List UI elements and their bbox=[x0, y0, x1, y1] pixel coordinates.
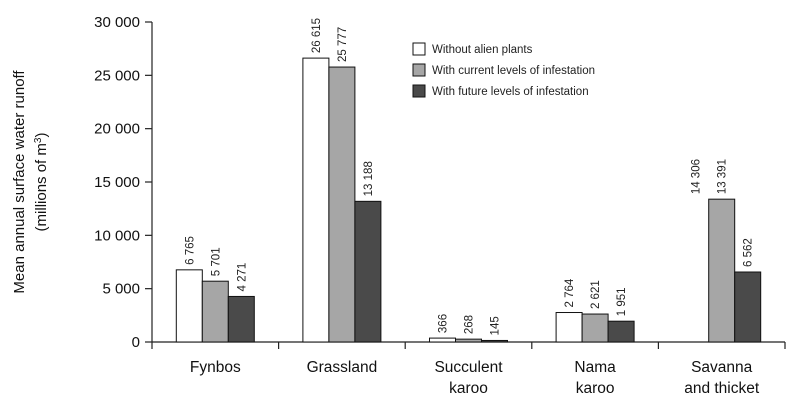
y-tick-label: 25 000 bbox=[94, 67, 140, 84]
bar bbox=[581, 313, 609, 343]
data-label: 366 bbox=[438, 314, 450, 333]
category-label: karoo bbox=[449, 380, 488, 397]
data-label: 2 621 bbox=[590, 280, 602, 309]
y-axis: 0 5 000 10 000 15 000 20 000 25 000 30 000 bbox=[94, 14, 153, 351]
data-label: 13 188 bbox=[363, 161, 375, 196]
data-label: 6 562 bbox=[743, 238, 755, 267]
category-label: Savanna bbox=[691, 359, 753, 376]
category-label: Fynbos bbox=[190, 359, 241, 376]
y-axis-title-line1: Mean annual surface water runoff bbox=[11, 70, 28, 294]
x-axis bbox=[151, 341, 786, 349]
category-label: karoo bbox=[576, 380, 615, 397]
data-labels: 6 765 5 701 4 271 26 615 25 777 13 188 366 268 1… bbox=[184, 18, 754, 336]
category-label: Succulent bbox=[434, 359, 503, 376]
bar bbox=[708, 198, 736, 343]
data-label: 5 701 bbox=[210, 247, 222, 276]
data-label: 26 615 bbox=[311, 18, 323, 53]
legend-swatch bbox=[412, 84, 426, 98]
data-label: 25 777 bbox=[337, 27, 349, 62]
data-label: 4 271 bbox=[236, 263, 248, 292]
legend-label: With current levels of infestation bbox=[432, 65, 595, 77]
bar bbox=[429, 337, 456, 343]
bars bbox=[175, 57, 762, 343]
category-label: Nama bbox=[574, 359, 616, 376]
bar bbox=[481, 339, 508, 343]
legend: Without alien plants With current levels … bbox=[412, 42, 595, 98]
data-label: 1 951 bbox=[616, 287, 628, 316]
data-label: 6 765 bbox=[184, 236, 196, 265]
bar bbox=[201, 280, 229, 343]
bar bbox=[607, 320, 635, 343]
y-tick-label: 0 bbox=[132, 334, 140, 351]
y-axis-title-line2: (millions of m3) bbox=[33, 133, 51, 232]
legend-swatch bbox=[412, 42, 426, 56]
y-tick-label: 15 000 bbox=[94, 174, 140, 191]
y-axis-title-suffix: ) bbox=[33, 133, 50, 138]
category-labels: Fynbos Grassland Succulent karoo Nama karoo Sa… bbox=[190, 359, 760, 397]
y-axis-title-superscript: 3 bbox=[33, 137, 44, 143]
data-label: 14 306 bbox=[691, 159, 703, 194]
bar bbox=[734, 271, 762, 343]
category-label: Grassland bbox=[307, 359, 378, 376]
bar bbox=[555, 312, 583, 343]
y-axis-title-prefix: (millions of m bbox=[33, 143, 50, 231]
legend-swatch bbox=[412, 63, 426, 77]
data-label: 145 bbox=[490, 316, 502, 335]
y-tick-label: 10 000 bbox=[94, 227, 140, 244]
bar bbox=[354, 200, 382, 343]
category-label: and thicket bbox=[684, 380, 760, 397]
y-tick-label: 20 000 bbox=[94, 121, 140, 138]
bar bbox=[455, 338, 482, 343]
y-tick-label: 30 000 bbox=[94, 14, 140, 31]
bar bbox=[175, 269, 203, 343]
y-axis-title: Mean annual surface water runoff (million… bbox=[11, 70, 50, 294]
y-tick-label: 5 000 bbox=[102, 281, 140, 298]
data-label: 13 391 bbox=[717, 159, 729, 194]
legend-label: With future levels of infestation bbox=[432, 86, 589, 98]
legend-label: Without alien plants bbox=[432, 44, 533, 56]
bar bbox=[227, 295, 255, 343]
bar bbox=[302, 57, 330, 343]
data-label: 2 764 bbox=[564, 278, 576, 307]
data-label: 268 bbox=[464, 315, 476, 334]
bar bbox=[328, 66, 356, 343]
